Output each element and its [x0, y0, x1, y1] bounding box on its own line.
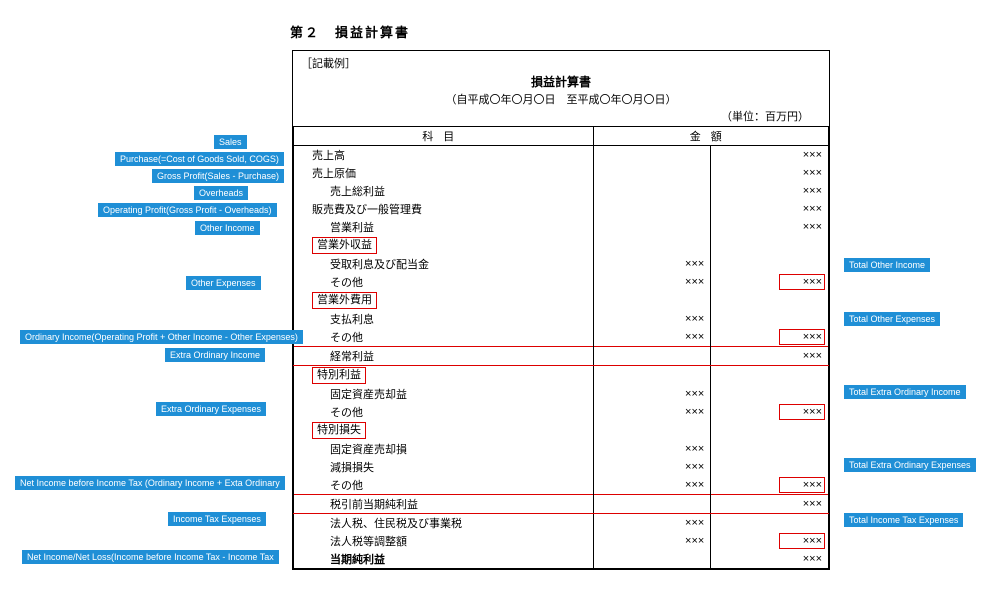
header-item: 科目: [294, 127, 594, 146]
table-row: 営業外収益: [294, 236, 829, 255]
tag-otherexp: Other Expenses: [186, 276, 261, 290]
tag-opprofit: Operating Profit(Gross Profit - Overhead…: [98, 203, 277, 217]
tag-total-tax: Total Income Tax Expenses: [844, 513, 963, 527]
table-row: 販売費及び一般管理費×××: [294, 200, 829, 218]
table-row: その他××××××: [294, 403, 829, 421]
table-row: 固定資産売却損×××: [294, 440, 829, 458]
table-row: 支払利息×××: [294, 310, 829, 328]
document-frame: ［記載例］ 損益計算書 （自平成〇年〇月〇日 至平成〇年〇月〇日） （単位：百万…: [292, 50, 830, 570]
pl-table: 科目 金額 売上高××× 売上原価××× 売上総利益××× 販売費及び一般管理費…: [293, 126, 829, 569]
tag-extrainc: Extra Ordinary Income: [165, 348, 265, 362]
tag-purchase: Purchase(=Cost of Goods Sold, COGS): [115, 152, 284, 166]
tag-total-extra-expenses: Total Extra Ordinary Expenses: [844, 458, 976, 472]
tag-total-other-expenses: Total Other Expenses: [844, 312, 940, 326]
tag-extraexp: Extra Ordinary Expenses: [156, 402, 266, 416]
table-row: 経常利益×××: [294, 347, 829, 366]
header-amount: 金額: [593, 127, 828, 146]
table-row: 受取利息及び配当金×××: [294, 255, 829, 273]
table-row: 営業外費用: [294, 291, 829, 310]
doc-period: （自平成〇年〇月〇日 至平成〇年〇月〇日）: [301, 91, 821, 107]
page-title: 第２ 損益計算書: [290, 22, 410, 41]
table-row: 売上原価×××: [294, 164, 829, 182]
table-row: 固定資産売却益×××: [294, 385, 829, 403]
tag-pretax: Net Income before Income Tax (Ordinary I…: [15, 476, 285, 490]
table-row: 税引前当期純利益×××: [294, 495, 829, 514]
table-row: 法人税等調整額××××××: [294, 532, 829, 550]
tag-ordinary: Ordinary Income(Operating Profit + Other…: [20, 330, 303, 344]
example-label: ［記載例］: [301, 55, 821, 71]
doc-title: 損益計算書: [301, 73, 821, 90]
tag-total-other-income: Total Other Income: [844, 258, 930, 272]
table-row: その他××××××: [294, 273, 829, 291]
tag-gross: Gross Profit(Sales - Purchase): [152, 169, 284, 183]
table-row: 特別損失: [294, 421, 829, 440]
table-header-row: 科目 金額: [294, 127, 829, 146]
table-row: 特別利益: [294, 366, 829, 386]
doc-unit: （単位：百万円）: [301, 108, 821, 124]
table-row: その他××××××: [294, 328, 829, 347]
table-row: その他××××××: [294, 476, 829, 495]
table-row: 法人税、住民税及び事業税×××: [294, 514, 829, 533]
table-row: 営業利益×××: [294, 218, 829, 236]
tag-otherinc: Other Income: [195, 221, 260, 235]
tag-sales: Sales: [214, 135, 247, 149]
table-row: 当期純利益×××: [294, 550, 829, 569]
table-row: 売上総利益×××: [294, 182, 829, 200]
tag-netinc: Net Income/Net Loss(Income before Income…: [22, 550, 279, 564]
table-row: 減損損失×××: [294, 458, 829, 476]
tag-total-extra-income: Total Extra Ordinary Income: [844, 385, 966, 399]
tag-tax: Income Tax Expenses: [168, 512, 266, 526]
table-row: 売上高×××: [294, 146, 829, 165]
tag-overheads: Overheads: [194, 186, 248, 200]
